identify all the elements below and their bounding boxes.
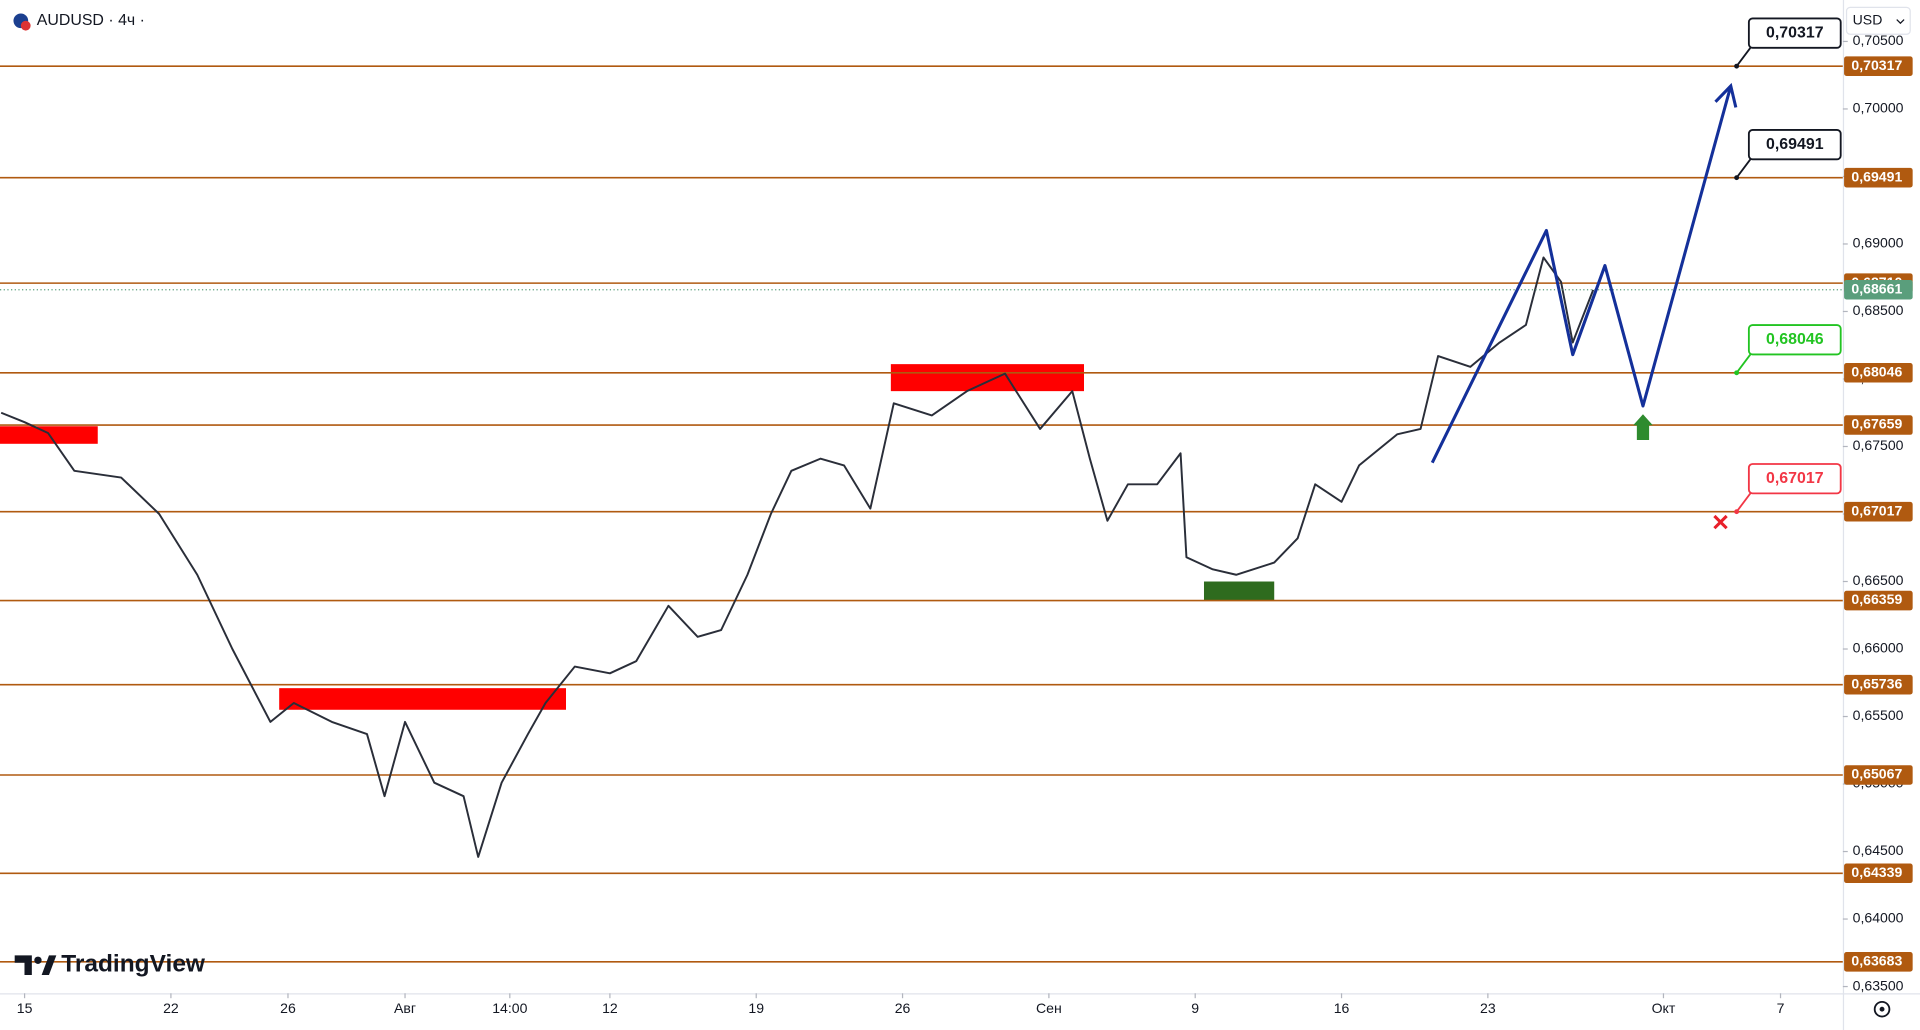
last-price-label: 0,68661: [1851, 280, 1902, 296]
logo-mark: [14, 955, 32, 975]
currency-label[interactable]: USD: [1853, 12, 1883, 28]
callout-label: 0,70317: [1766, 24, 1824, 41]
y-tick-label: 0,64500: [1853, 842, 1904, 858]
settings-button[interactable]: [1873, 1000, 1891, 1018]
brand-name: TradingView: [61, 951, 206, 978]
level-label-box: [1844, 56, 1913, 76]
level-label: 0,66359: [1851, 591, 1902, 607]
x-tick-label: Сен: [1036, 1000, 1062, 1016]
forecast-path: [1430, 85, 1733, 464]
callout-label: 0,67017: [1766, 470, 1824, 487]
flag-icon: [20, 20, 31, 31]
callout-box: [1747, 129, 1842, 161]
x-tick-label: 19: [748, 1000, 764, 1016]
y-tick-label: 0,67500: [1853, 437, 1904, 453]
last-price-box: [1844, 279, 1913, 300]
zone: [1203, 581, 1275, 601]
x-tick-label: 22: [163, 1000, 179, 1016]
dropdown-caret[interactable]: [1896, 19, 1905, 25]
currency-button[interactable]: USD: [1845, 6, 1911, 35]
callout-leader: [1735, 491, 1753, 513]
settings-icon[interactable]: [1873, 1000, 1891, 1018]
y-tick-label: 0,64000: [1853, 910, 1904, 926]
level-label-box: [1844, 362, 1913, 383]
logo-mark: [41, 955, 57, 975]
level-label: 0,67659: [1851, 416, 1902, 432]
level-label: 0,65067: [1851, 766, 1902, 782]
x-tick-label: 16: [1334, 1000, 1350, 1016]
x-tick-label: 7: [1777, 1000, 1785, 1016]
callout-label: 0,69491: [1766, 136, 1824, 153]
x-tick-label: 14:00: [492, 1000, 527, 1016]
callout-leader: [1735, 157, 1753, 179]
x-tick-label: 26: [895, 1000, 911, 1016]
stop-cross: [1713, 514, 1728, 530]
level-label: 0,64339: [1851, 864, 1902, 880]
symbol-header: AUDUSD · 4ч ·: [13, 12, 145, 31]
level-label-box: [1844, 415, 1913, 435]
x-tick-label: Окт: [1652, 1000, 1676, 1016]
chart-title: AUDUSD · 4ч ·: [37, 12, 145, 29]
x-tick-label: 15: [17, 1000, 33, 1016]
settings-icon[interactable]: [1879, 1006, 1885, 1012]
price-line: [0, 256, 1595, 858]
y-tick-label: 0,70000: [1853, 100, 1904, 116]
x-tick-label: 12: [602, 1000, 618, 1016]
buy-arrow: [1633, 414, 1653, 440]
y-tick-label: 0,65500: [1853, 707, 1904, 723]
level-label: 0,70317: [1851, 57, 1902, 73]
y-tick-label: 0,70500: [1853, 32, 1904, 48]
level-label: 0,63683: [1851, 953, 1902, 969]
x-tick-label: Авг: [394, 1000, 416, 1016]
callout-box: [1747, 463, 1842, 495]
zone: [279, 688, 566, 710]
y-tick-label: 0,69000: [1853, 235, 1904, 251]
callout-leader: [1735, 352, 1753, 374]
callout-box: [1747, 324, 1842, 356]
logo-mark: [34, 956, 42, 964]
y-tick-label: 0,66000: [1853, 640, 1904, 656]
level-label-box: [1844, 167, 1913, 188]
x-tick-label: 9: [1191, 1000, 1199, 1016]
level-label-box: [1844, 952, 1913, 972]
level-label-box: [1844, 674, 1913, 695]
y-tick-label: 0,63500: [1853, 977, 1904, 993]
currency-box[interactable]: [1845, 6, 1911, 35]
callout-box: [1747, 17, 1842, 49]
level-label-box: [1844, 765, 1913, 785]
level-label-box: [1844, 590, 1913, 611]
zone: [890, 364, 1084, 392]
level-label: 0,67017: [1851, 502, 1902, 518]
y-tick-label: 0,66500: [1853, 572, 1904, 588]
forecast-arrowhead: [1714, 82, 1738, 108]
x-tick-label: 23: [1480, 1000, 1496, 1016]
callout-label: 0,68046: [1766, 331, 1824, 348]
plot-area: 0,70317 0,69491 0,68046 0,67017: [0, 17, 1843, 963]
level-label: 0,65736: [1851, 675, 1902, 691]
level-label: 0,69491: [1851, 168, 1902, 184]
callout-leader: [1735, 46, 1753, 67]
level-label-box: [1844, 501, 1913, 522]
level-label: 0,68046: [1851, 363, 1902, 379]
level-label-box: [1844, 863, 1913, 884]
brand-logo: TradingView: [14, 951, 206, 978]
x-tick-label: 26: [280, 1000, 296, 1016]
y-tick-label: 0,68500: [1853, 302, 1904, 318]
